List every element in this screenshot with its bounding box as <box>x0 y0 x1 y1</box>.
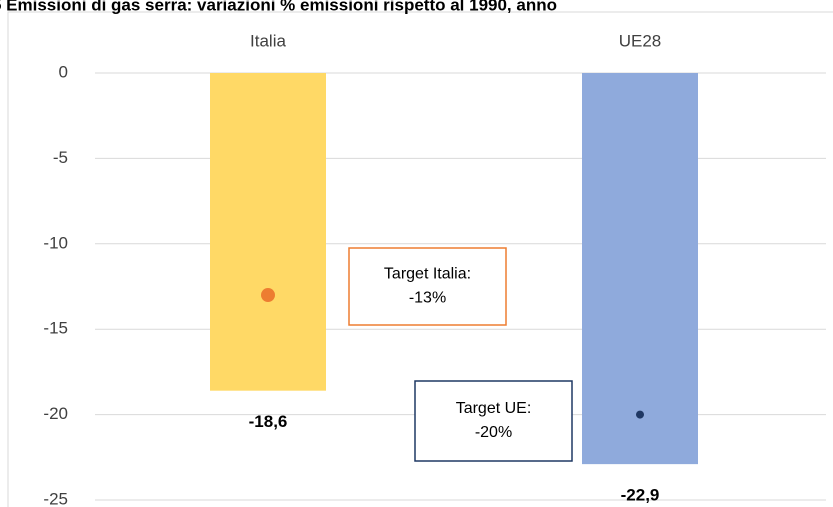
value-label: -22,9 <box>621 486 660 505</box>
y-tick-label: -5 <box>53 148 68 167</box>
y-tick-label: -15 <box>43 319 68 338</box>
target-dot <box>261 288 275 303</box>
annotation-text: -20% <box>475 424 512 441</box>
annotation-text: -13% <box>409 290 446 307</box>
value-label: -18,6 <box>249 412 288 431</box>
x-tick-label: UE28 <box>619 31 662 50</box>
annotation-text: Target Italia: <box>384 266 471 283</box>
annotation-text: Target UE: <box>456 400 532 417</box>
chart-border <box>7 11 833 507</box>
annotation-box <box>348 247 507 326</box>
y-tick-label: -20 <box>43 404 68 423</box>
y-tick-label: -10 <box>43 233 68 252</box>
target-dot <box>636 410 644 419</box>
y-tick-label: -25 <box>43 489 68 507</box>
y-tick-label: 0 <box>59 62 68 81</box>
annotation-box <box>414 380 573 462</box>
bar <box>210 73 326 391</box>
x-tick-label: Italia <box>250 31 286 50</box>
chart-title: 5 Emissioni di gas serra: variazioni % e… <box>0 0 557 14</box>
bar <box>582 73 698 465</box>
